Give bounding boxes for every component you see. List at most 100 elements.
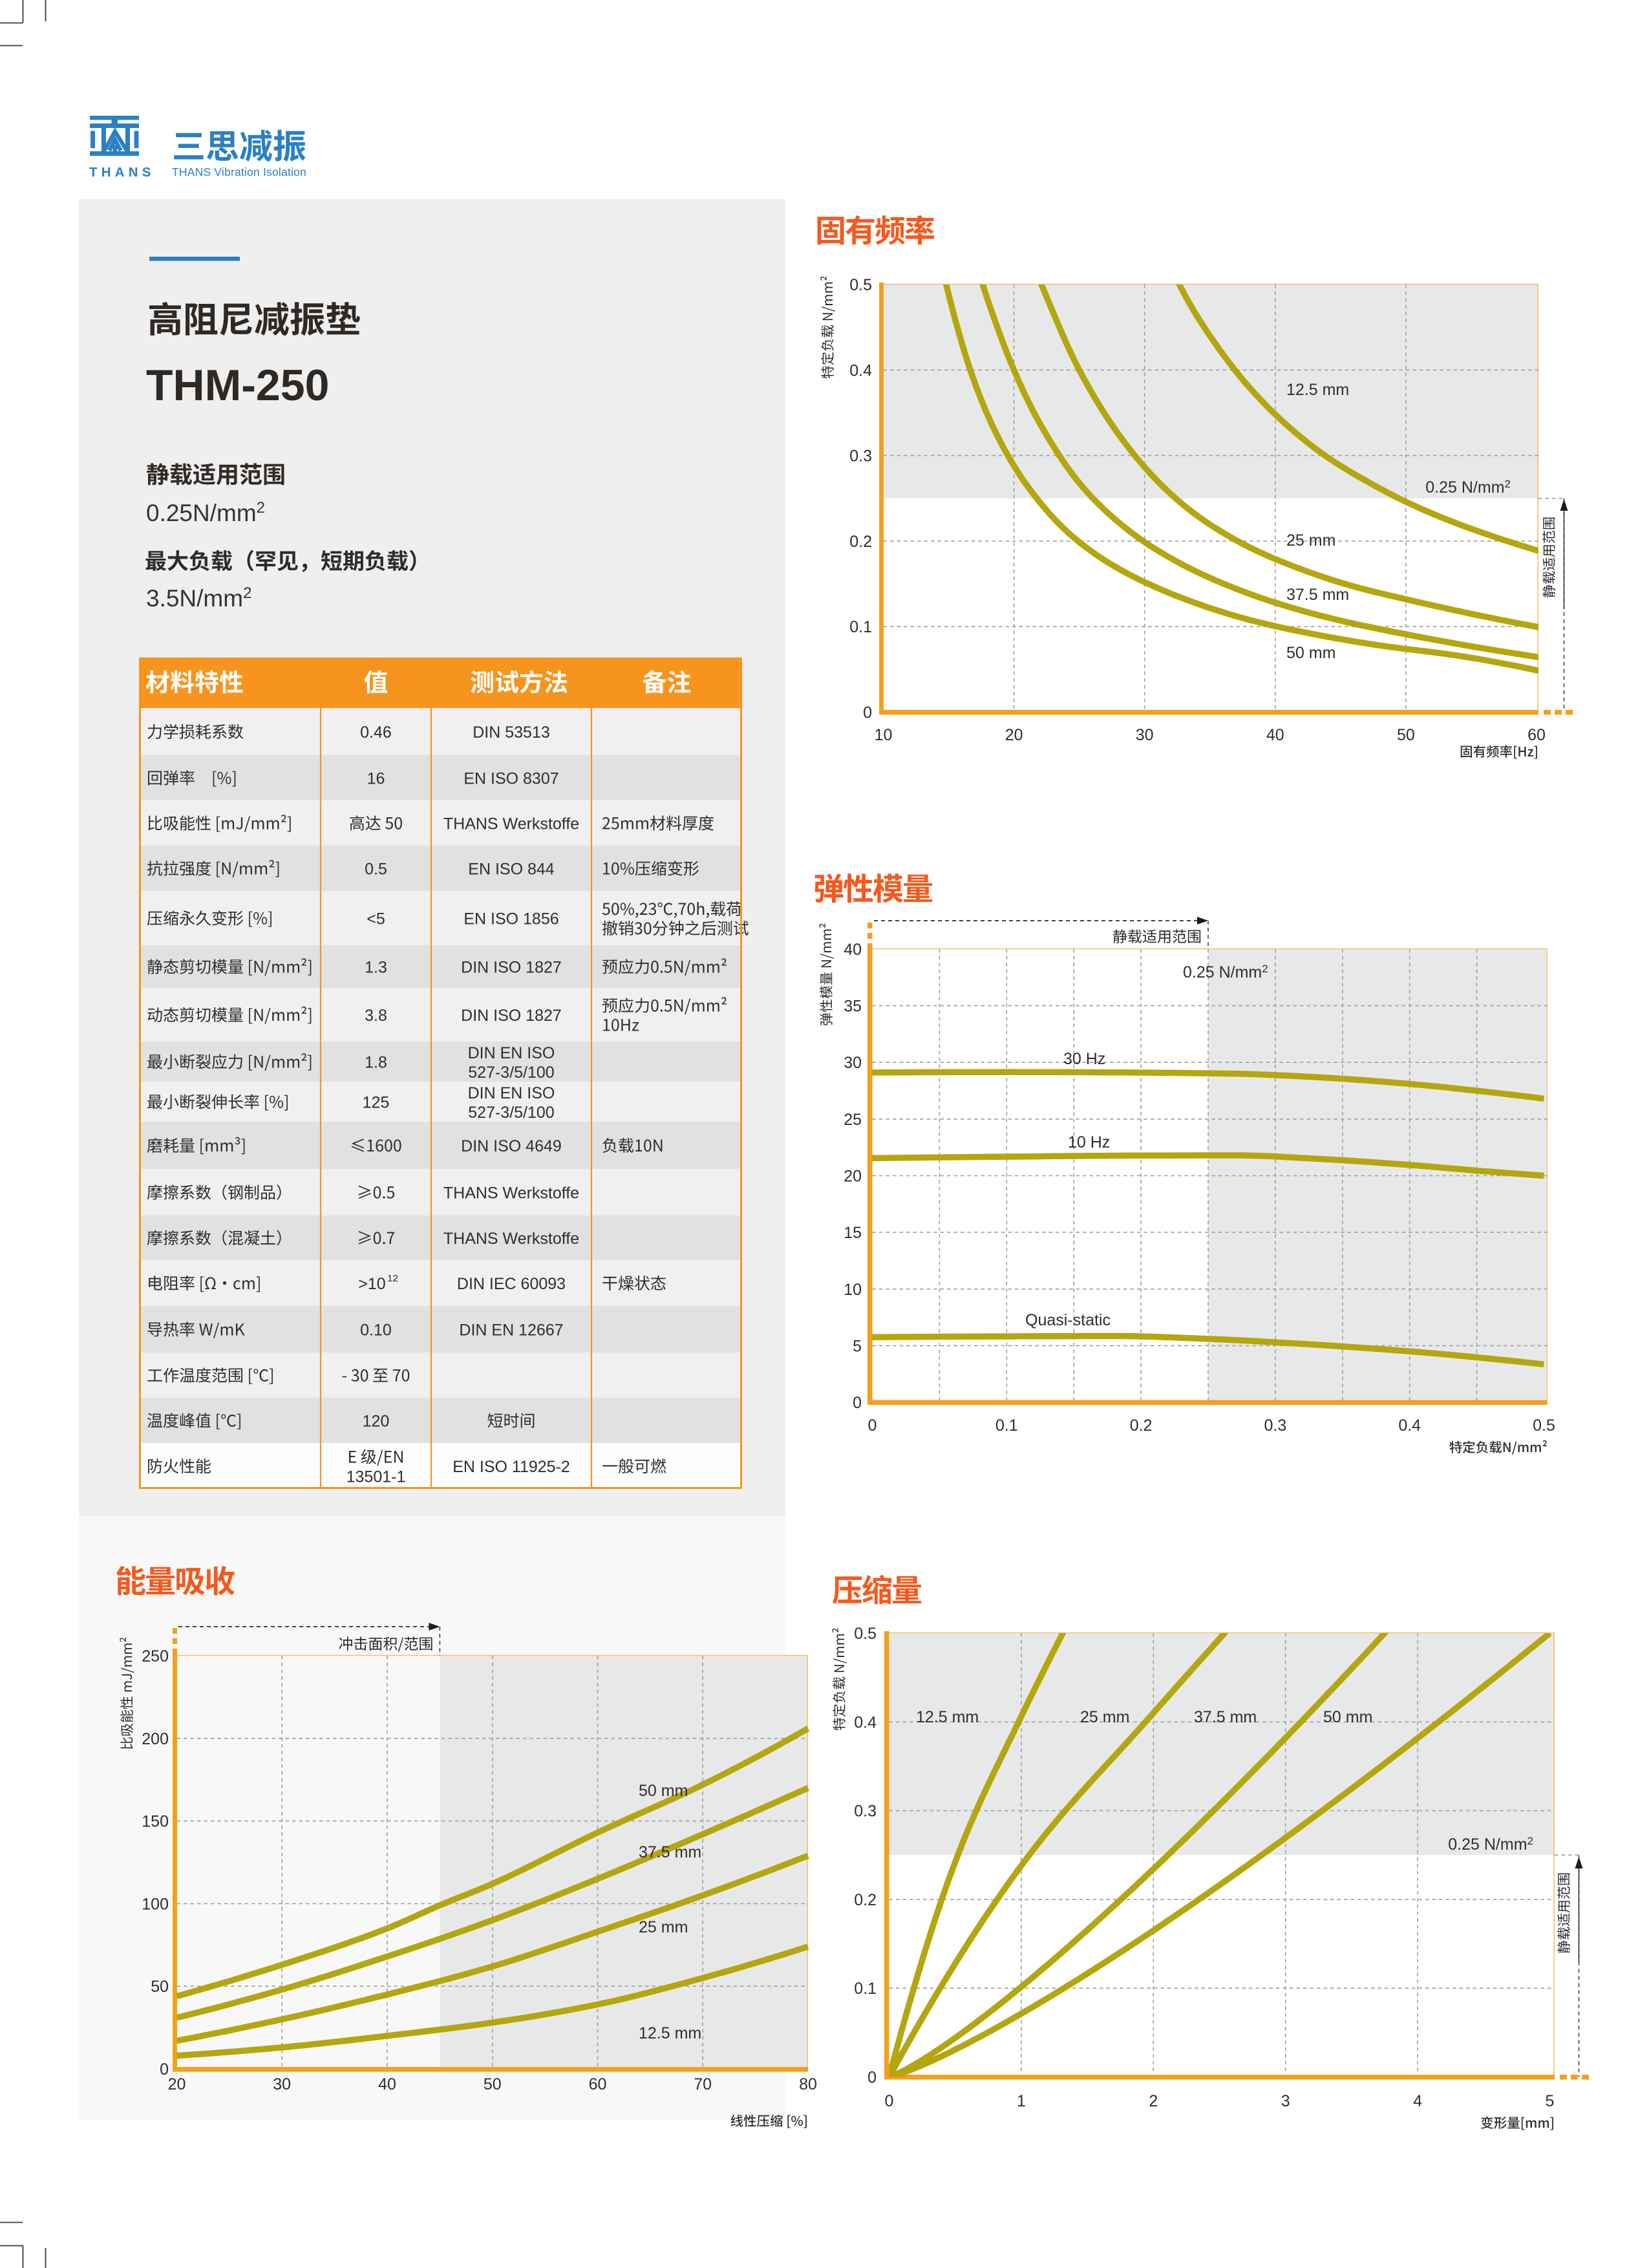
svg-text:0: 0 [867, 2069, 877, 2087]
svg-text:0.46: 0.46 [360, 723, 392, 742]
svg-text:0: 0 [868, 1417, 877, 1435]
svg-text:12.5 mm: 12.5 mm [639, 2024, 701, 2042]
svg-text:37.5 mm: 37.5 mm [1194, 1708, 1257, 1726]
svg-text:DIN 53513: DIN 53513 [473, 723, 550, 742]
svg-text:0.5: 0.5 [1533, 1417, 1555, 1435]
svg-text:30 Hz: 30 Hz [1063, 1050, 1105, 1068]
svg-text:13501-1: 13501-1 [346, 1468, 406, 1486]
svg-text:2: 2 [1149, 2092, 1158, 2110]
svg-text:40: 40 [844, 941, 862, 959]
svg-text:THANS Vibration Isolation: THANS Vibration Isolation [172, 166, 306, 178]
svg-text:10 Hz: 10 Hz [1068, 1133, 1110, 1151]
svg-text:25 mm: 25 mm [1286, 531, 1335, 550]
svg-text:20: 20 [1005, 726, 1023, 744]
svg-text:0.25 N/mm2: 0.25 N/mm2 [1425, 478, 1511, 497]
svg-text:THANS Werkstoffe: THANS Werkstoffe [443, 1230, 579, 1248]
svg-text:30: 30 [1136, 726, 1154, 744]
svg-text:50: 50 [484, 2075, 502, 2093]
svg-text:40: 40 [378, 2075, 396, 2093]
svg-text:0.25 N/mm2: 0.25 N/mm2 [1448, 1835, 1533, 1854]
svg-text:0.3: 0.3 [1264, 1417, 1287, 1435]
svg-text:50 mm: 50 mm [639, 1782, 688, 1800]
svg-text:10: 10 [844, 1281, 862, 1299]
svg-text:0.10: 0.10 [360, 1321, 392, 1340]
svg-text:25 mm: 25 mm [639, 1918, 688, 1936]
svg-text:THM-250: THM-250 [146, 361, 329, 410]
svg-text:0.4: 0.4 [1398, 1417, 1421, 1435]
svg-text:0.1: 0.1 [849, 618, 872, 636]
svg-text:EN ISO 8307: EN ISO 8307 [463, 770, 559, 788]
svg-text:0.3: 0.3 [854, 1803, 877, 1821]
svg-text:0.5: 0.5 [854, 1625, 877, 1643]
svg-text:16: 16 [367, 770, 385, 788]
svg-text:60: 60 [1527, 726, 1546, 744]
svg-text:0.5: 0.5 [365, 861, 387, 879]
svg-text:1.3: 1.3 [365, 959, 387, 977]
svg-text:37.5 mm: 37.5 mm [1286, 586, 1349, 604]
svg-text:100: 100 [142, 1895, 169, 1913]
svg-text:250: 250 [142, 1647, 169, 1665]
svg-text:0.5: 0.5 [849, 276, 872, 294]
svg-text:20: 20 [168, 2075, 186, 2093]
svg-text:0.25 N/mm2: 0.25 N/mm2 [1183, 963, 1268, 981]
svg-text:0.2: 0.2 [849, 533, 872, 551]
svg-text:12: 12 [387, 1273, 398, 1284]
svg-text:EN ISO 1856: EN ISO 1856 [463, 910, 559, 928]
svg-text:120: 120 [363, 1413, 390, 1431]
svg-text:20: 20 [844, 1168, 862, 1186]
svg-text:50 mm: 50 mm [1286, 644, 1335, 662]
svg-text:1: 1 [1017, 2092, 1026, 2110]
svg-text:>10: >10 [358, 1275, 385, 1293]
svg-text:15: 15 [844, 1224, 862, 1242]
svg-text:4: 4 [1413, 2092, 1422, 2110]
svg-text:EN ISO 844: EN ISO 844 [468, 861, 554, 879]
svg-text:DIN ISO 1827: DIN ISO 1827 [461, 959, 562, 977]
svg-text:0.2: 0.2 [1130, 1417, 1153, 1435]
svg-text:40: 40 [1266, 726, 1284, 744]
svg-text:25 mm: 25 mm [1080, 1708, 1129, 1726]
svg-text:0.2: 0.2 [854, 1891, 877, 1909]
svg-text:DIN EN ISO: DIN EN ISO [468, 1044, 555, 1062]
svg-text:30: 30 [273, 2075, 291, 2093]
svg-text:50 mm: 50 mm [1323, 1708, 1372, 1726]
svg-text:50: 50 [151, 1978, 169, 1996]
svg-text:80: 80 [799, 2075, 817, 2093]
svg-text:0.3: 0.3 [849, 447, 872, 465]
svg-text:DIN EN 12667: DIN EN 12667 [459, 1321, 563, 1340]
svg-text:<5: <5 [367, 910, 385, 928]
svg-text:12.5 mm: 12.5 mm [1286, 381, 1349, 399]
svg-text:60: 60 [589, 2075, 607, 2093]
svg-text:1.8: 1.8 [365, 1054, 387, 1072]
svg-text:0: 0 [885, 2092, 894, 2110]
svg-text:3.5N/mm2: 3.5N/mm2 [146, 584, 251, 612]
svg-text:30: 30 [844, 1054, 862, 1072]
svg-text:70: 70 [694, 2075, 712, 2093]
svg-text:125: 125 [363, 1094, 390, 1112]
svg-text:0.1: 0.1 [995, 1417, 1018, 1435]
svg-text:THANS: THANS [89, 165, 155, 180]
svg-text:0.4: 0.4 [849, 361, 872, 380]
svg-text:3: 3 [1281, 2092, 1290, 2110]
svg-text:0.4: 0.4 [854, 1713, 877, 1731]
svg-text:Quasi-static: Quasi-static [1025, 1311, 1111, 1329]
svg-text:5: 5 [1546, 2092, 1555, 2110]
svg-text:50: 50 [1397, 726, 1415, 744]
svg-text:527-3/5/100: 527-3/5/100 [468, 1104, 554, 1122]
svg-text:0: 0 [160, 2060, 169, 2079]
svg-text:THANS Werkstoffe: THANS Werkstoffe [443, 815, 579, 833]
svg-text:37.5 mm: 37.5 mm [639, 1843, 701, 1861]
svg-text:DIN IEC 60093: DIN IEC 60093 [457, 1275, 566, 1293]
svg-text:DIN EN ISO: DIN EN ISO [468, 1084, 555, 1102]
svg-text:DIN ISO 1827: DIN ISO 1827 [461, 1007, 562, 1025]
svg-text:0: 0 [853, 1394, 862, 1412]
svg-text:25: 25 [844, 1111, 862, 1129]
svg-text:DIN ISO 4649: DIN ISO 4649 [461, 1137, 562, 1155]
svg-text:200: 200 [142, 1730, 169, 1748]
svg-text:3.8: 3.8 [365, 1007, 387, 1025]
svg-text:5: 5 [853, 1337, 862, 1355]
svg-text:0.1: 0.1 [854, 1980, 877, 1998]
svg-text:527-3/5/100: 527-3/5/100 [468, 1064, 554, 1082]
svg-text:EN ISO 11925-2: EN ISO 11925-2 [452, 1458, 570, 1476]
svg-text:0.25N/mm2: 0.25N/mm2 [146, 499, 265, 526]
svg-text:THANS Werkstoffe: THANS Werkstoffe [443, 1184, 579, 1203]
